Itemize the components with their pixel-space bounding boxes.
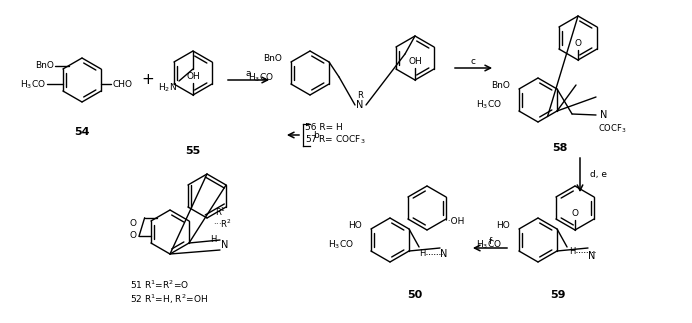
Text: 57 R= COCF$_3$: 57 R= COCF$_3$ <box>305 134 366 146</box>
Text: N: N <box>356 100 364 110</box>
Text: 50: 50 <box>408 290 423 300</box>
Text: H: H <box>569 247 575 256</box>
Text: N: N <box>440 249 448 259</box>
Text: H$_3$CO: H$_3$CO <box>328 238 354 251</box>
Text: 55: 55 <box>185 146 201 156</box>
Text: O: O <box>130 231 137 240</box>
Text: H$_3$CO: H$_3$CO <box>20 78 46 91</box>
Text: BnO: BnO <box>35 61 54 70</box>
Text: OH: OH <box>186 72 200 81</box>
Text: R$^1$: R$^1$ <box>215 206 226 218</box>
Text: H: H <box>210 234 216 244</box>
Text: a: a <box>245 68 251 78</box>
Text: d, e: d, e <box>590 171 607 180</box>
Text: H$_3$CO: H$_3$CO <box>476 238 502 251</box>
Text: H$_3$CO: H$_3$CO <box>248 71 274 84</box>
Text: O: O <box>130 219 137 227</box>
Text: H$_3$CO: H$_3$CO <box>476 98 502 111</box>
Text: O: O <box>574 39 581 48</box>
Text: f: f <box>489 236 491 245</box>
Text: O: O <box>572 209 579 218</box>
Text: 59: 59 <box>550 290 566 300</box>
Text: R: R <box>357 90 363 99</box>
Text: N: N <box>588 251 596 261</box>
Text: CHO: CHO <box>112 80 132 89</box>
Text: HO: HO <box>348 221 362 230</box>
Text: c: c <box>471 57 475 66</box>
Text: 56 R= H: 56 R= H <box>305 123 343 132</box>
Text: +: + <box>142 72 154 88</box>
Text: COCF$_3$: COCF$_3$ <box>598 123 626 135</box>
Text: OH: OH <box>408 57 422 66</box>
Text: BnO: BnO <box>263 54 282 63</box>
Text: H: H <box>419 249 425 258</box>
Text: N: N <box>221 240 228 250</box>
Text: 51 R$^1$=R$^2$=O: 51 R$^1$=R$^2$=O <box>130 279 189 291</box>
Text: b: b <box>313 130 319 140</box>
Text: ···R$^2$: ···R$^2$ <box>213 218 232 230</box>
Text: 54: 54 <box>74 127 90 137</box>
Text: 58: 58 <box>552 143 567 153</box>
Text: N: N <box>600 110 608 120</box>
Text: 52 R$^1$=H, R$^2$=OH: 52 R$^1$=H, R$^2$=OH <box>130 292 208 306</box>
Text: HO: HO <box>496 221 510 230</box>
Text: ···OH: ···OH <box>442 217 464 226</box>
Text: H$_2$N: H$_2$N <box>158 82 177 95</box>
Text: BnO: BnO <box>491 81 510 90</box>
